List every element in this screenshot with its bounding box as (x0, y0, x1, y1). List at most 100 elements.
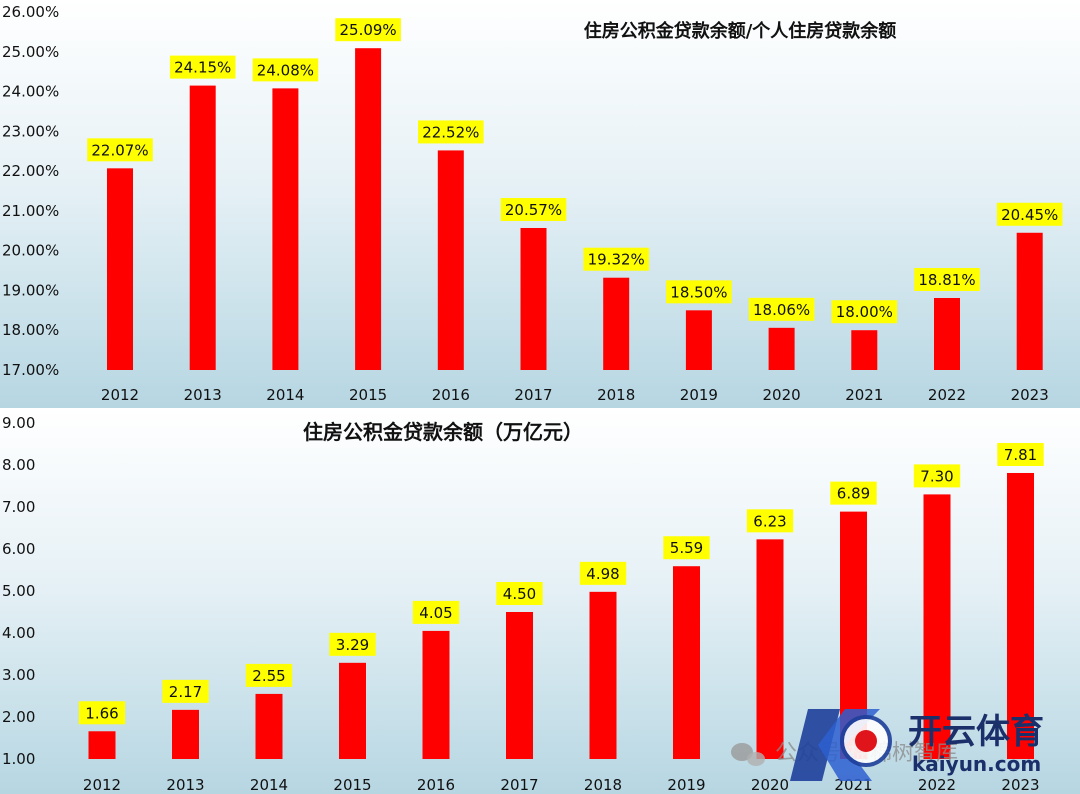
x-tick-label: 2022 (928, 386, 966, 404)
watermark-brand: 开云体育 (908, 712, 1044, 752)
chart-top-title: 住房公积金贷款余额/个人住房贷款余额 (584, 20, 897, 42)
bar-2013 (189, 85, 216, 370)
data-label-box (78, 701, 126, 725)
data-label-box (914, 268, 980, 292)
bar-2022 (934, 298, 960, 370)
data-label: 18.81% (918, 271, 975, 289)
data-label-box (329, 632, 376, 656)
data-label: 7.30 (920, 467, 953, 485)
x-tick-label: 2013 (184, 386, 222, 404)
bar-2023 (1016, 232, 1043, 370)
chart-top-panel: 住房公积金贷款余额/个人住房贷款余额 17.00% 18.00% 19.00% 20.… (0, 0, 1080, 408)
watermark-url: kaiyun.com (912, 752, 1041, 776)
x-tick-label: 2016 (417, 776, 455, 794)
data-label-box (169, 55, 236, 79)
y-tick-label: 7.00 (2, 498, 35, 516)
data-label-box (666, 280, 732, 304)
data-label-box (500, 197, 567, 221)
y-tick-label: 2.00 (2, 708, 35, 726)
data-label: 24.08% (257, 61, 314, 79)
data-label-box (496, 582, 543, 605)
y-tick-label: 24.00% (2, 83, 59, 101)
x-tick-label: 2018 (597, 386, 635, 404)
bar-2021 (851, 330, 878, 370)
data-label: 4.98 (586, 565, 619, 583)
data-label-box (245, 663, 293, 687)
x-tick-label: 2020 (763, 386, 801, 404)
y-tick-label: 8.00 (2, 456, 35, 474)
x-tick-label: 2015 (333, 776, 371, 794)
bar-2020 (756, 539, 784, 759)
data-label-box (996, 202, 1063, 226)
data-label: 20.45% (1001, 206, 1058, 224)
data-label: 20.57% (505, 201, 562, 219)
x-tick-label: 2013 (166, 776, 204, 794)
data-label: 25.09% (339, 21, 396, 39)
y-tick-label: 5.00 (2, 582, 35, 600)
bar-2017 (520, 227, 547, 370)
data-label-box (997, 442, 1044, 466)
data-label: 18.00% (836, 303, 893, 321)
chart-bottom-panel: 住房公积金贷款余额（万亿元） 1.00 2.00 3.00 4.00 5.00 6.00 7… (0, 408, 1080, 794)
bar-2017 (506, 612, 533, 759)
data-label-box (830, 481, 877, 505)
data-label: 4.05 (419, 604, 452, 622)
data-label-box (663, 536, 710, 560)
data-label: 18.06% (753, 301, 810, 319)
y-tick-label: 9.00 (2, 414, 35, 432)
x-tick-label: 2023 (1011, 386, 1049, 404)
chart-bottom-title: 住房公积金贷款余额（万亿元） (303, 420, 583, 444)
bar-2015 (355, 48, 382, 370)
data-label-box (748, 297, 815, 321)
y-tick-label: 20.00% (2, 242, 59, 260)
y-tick-label: 6.00 (2, 540, 35, 558)
x-tick-label: 2019 (680, 386, 718, 404)
data-label: 6.23 (753, 512, 786, 530)
data-label-box (913, 464, 961, 488)
data-label: 2.17 (169, 683, 202, 701)
bar-2018 (603, 277, 630, 370)
data-label: 6.89 (837, 485, 870, 503)
data-label: 19.32% (588, 251, 645, 269)
y-tick-label: 18.00% (2, 321, 59, 339)
data-label-box (746, 509, 794, 533)
data-label-box (87, 138, 153, 162)
data-label-box (412, 600, 460, 624)
x-tick-label: 2018 (584, 776, 622, 794)
data-label: 1.66 (85, 704, 118, 722)
x-tick-label: 2017 (500, 776, 538, 794)
data-label: 4.50 (503, 585, 536, 603)
y-tick-label: 17.00% (2, 361, 59, 379)
y-tick-label: 3.00 (2, 666, 35, 684)
y-tick-label: 26.00% (2, 3, 59, 21)
bar-2022 (923, 494, 951, 759)
data-label-box (583, 247, 649, 271)
data-label-box (831, 300, 898, 324)
bar-2023 (1007, 472, 1034, 759)
bar-2014 (255, 693, 283, 759)
bar-2016 (422, 630, 450, 759)
data-label: 2.55 (252, 667, 285, 685)
bar-2016 (437, 150, 464, 370)
data-label-box (252, 58, 319, 82)
bar-2012 (107, 168, 133, 370)
x-tick-label: 2012 (83, 776, 121, 794)
bar-2013 (172, 709, 199, 759)
bar-2019 (685, 310, 712, 370)
x-tick-label: 2023 (1001, 776, 1039, 794)
data-label: 22.52% (422, 123, 479, 141)
y-tick-label: 4.00 (2, 624, 35, 642)
bar-2020 (768, 327, 795, 370)
data-label-box (418, 120, 484, 144)
data-label: 24.15% (174, 59, 231, 77)
bar-2014 (272, 88, 299, 370)
data-label-box (335, 18, 401, 42)
y-tick-label: 1.00 (2, 750, 35, 768)
x-tick-label: 2021 (845, 386, 883, 404)
data-label: 22.07% (91, 141, 148, 159)
chart-top: 住房公积金贷款余额/个人住房贷款余额 17.00% 18.00% 19.00% 20.… (2, 3, 1063, 404)
y-tick-label: 21.00% (2, 202, 59, 220)
data-label-box (162, 679, 209, 703)
x-tick-label: 2012 (101, 386, 139, 404)
data-label: 5.59 (670, 539, 703, 557)
